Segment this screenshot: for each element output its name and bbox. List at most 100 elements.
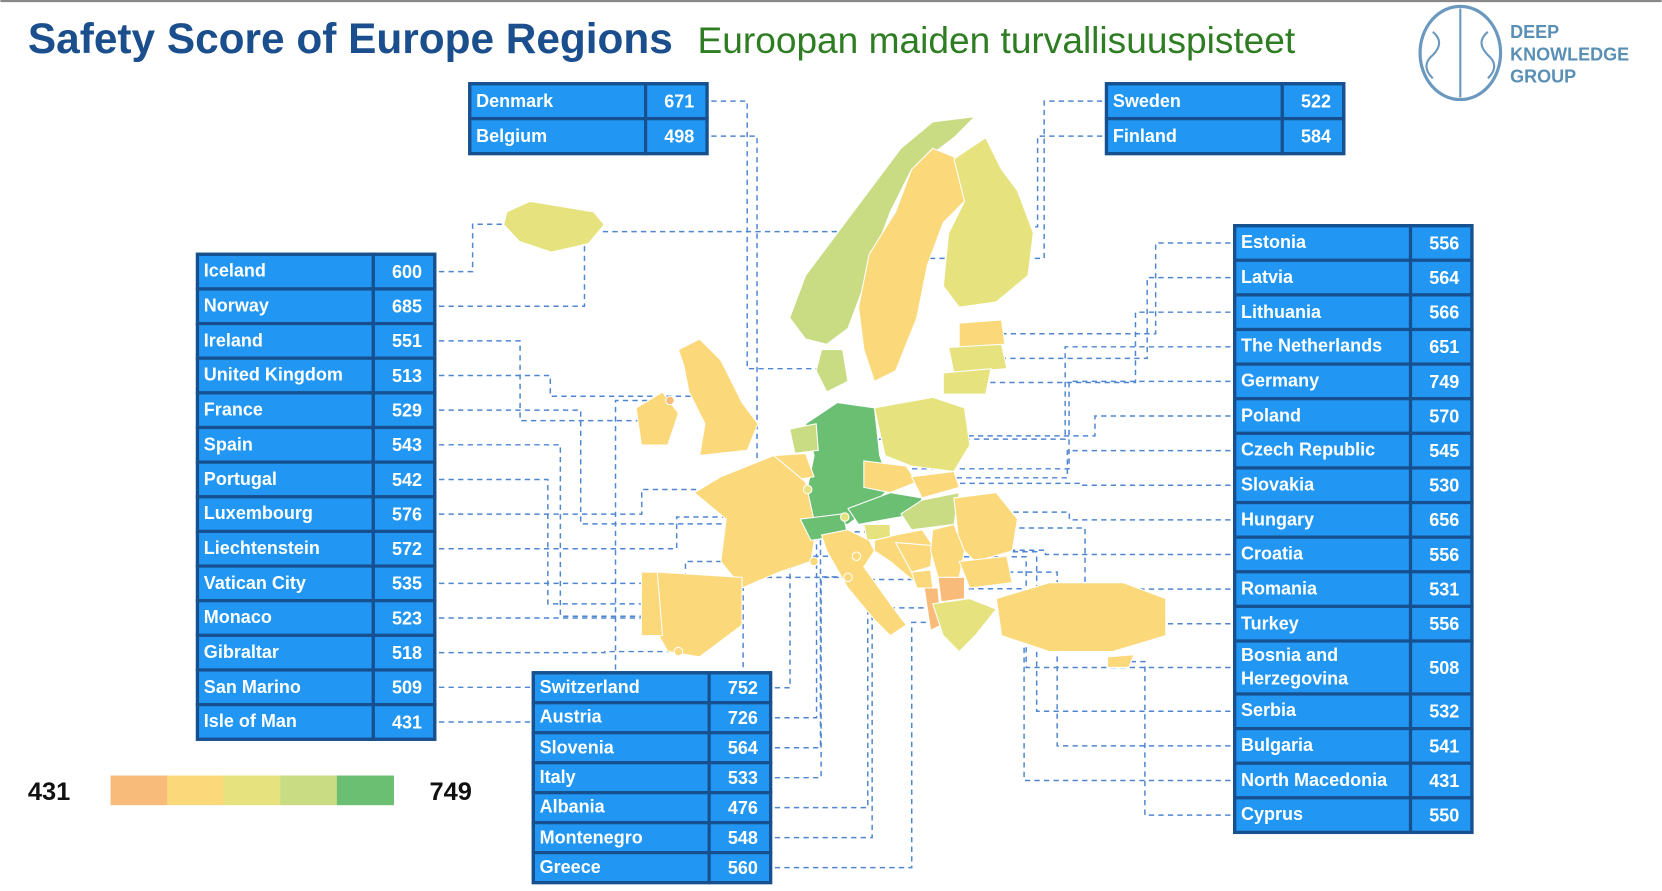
country-name-box: Liechtenstein bbox=[204, 538, 320, 558]
country-score: 566 bbox=[1429, 303, 1459, 323]
table-name-cell bbox=[1233, 362, 1413, 401]
table-name-cell bbox=[1233, 535, 1413, 574]
leader-line bbox=[439, 576, 848, 585]
country-name: Isle of Man bbox=[203, 711, 297, 732]
country-name-box: Luxembourg bbox=[203, 503, 313, 524]
country-score: 651 bbox=[1429, 337, 1459, 357]
country-score: 556 bbox=[1429, 233, 1459, 253]
logo-text: DEEP bbox=[1510, 22, 1559, 42]
country-score: 529 bbox=[392, 401, 422, 421]
logo: DEEP KNOWLEDGE GROUP bbox=[1418, 4, 1629, 102]
country-name: Turkey bbox=[1241, 613, 1299, 634]
country-name-box: Vatican City bbox=[203, 572, 306, 593]
leader-line bbox=[888, 449, 1231, 479]
country-score: 556 bbox=[1429, 614, 1459, 634]
table-value-cell bbox=[1408, 570, 1474, 608]
country-score: 671 bbox=[664, 92, 694, 112]
leader-line bbox=[965, 311, 1231, 384]
table-name-cell bbox=[531, 761, 711, 795]
country-region bbox=[635, 391, 680, 446]
table-value-cell bbox=[1408, 397, 1474, 435]
country-region bbox=[958, 319, 1006, 349]
country-name-box: Monaco bbox=[204, 607, 272, 627]
country-score: 532 bbox=[1429, 702, 1459, 722]
table-name-cell bbox=[195, 252, 375, 291]
country-name-box: Lithuania bbox=[1241, 301, 1322, 322]
legend-swatch bbox=[280, 775, 338, 806]
country-region bbox=[677, 338, 759, 457]
leader-line bbox=[774, 607, 934, 809]
leader-line bbox=[439, 399, 670, 723]
country-name: Bosnia and Herzegovina bbox=[1241, 645, 1349, 689]
map bbox=[503, 115, 1167, 668]
country-name: Germany bbox=[1241, 370, 1320, 391]
legend: 431 749 bbox=[28, 775, 472, 806]
country-name: Vatican City bbox=[203, 572, 306, 593]
country-name: Albania bbox=[539, 797, 605, 818]
country-name-box: Serbia bbox=[1241, 701, 1296, 721]
score-table: Estonia 556 Latvia 564 Lithuania 566 The Nethe… bbox=[1233, 224, 1474, 835]
country-region bbox=[937, 576, 966, 603]
country-name: Belgium bbox=[476, 125, 548, 146]
country-name-box: Turkey bbox=[1241, 613, 1299, 634]
country-name-box: Slovenia bbox=[540, 737, 614, 757]
country-score: 431 bbox=[392, 712, 422, 732]
table-value-cell bbox=[1408, 761, 1474, 800]
country-region bbox=[858, 147, 966, 383]
country-region bbox=[851, 551, 862, 561]
country-region bbox=[665, 395, 675, 406]
table-value-cell bbox=[371, 460, 437, 499]
country-region bbox=[932, 598, 998, 653]
country-name: The Netherlands bbox=[1241, 336, 1383, 357]
score-table: Switzerland 752 Austria 726 Slovenia 564 Italy… bbox=[531, 671, 773, 885]
country-name-box: Germany bbox=[1241, 370, 1320, 391]
country-name: Cyprus bbox=[1241, 804, 1304, 825]
country-region bbox=[802, 484, 813, 495]
country-region bbox=[1106, 654, 1135, 668]
table-value-cell bbox=[1408, 466, 1474, 505]
country-region bbox=[942, 136, 1034, 308]
country-name: Romania bbox=[1241, 578, 1318, 599]
score-table: Sweden 522 Finland 584 bbox=[1104, 82, 1346, 156]
country-name: Poland bbox=[1241, 405, 1302, 426]
country-name-box: Bosnia and Herzegovina bbox=[1241, 645, 1349, 689]
leader-line bbox=[774, 621, 963, 869]
country-score: 431 bbox=[1429, 771, 1459, 791]
country-name: Slovakia bbox=[1241, 474, 1315, 495]
country-name-box: Croatia bbox=[1241, 544, 1303, 564]
country-region bbox=[995, 582, 1167, 653]
country-score: 513 bbox=[392, 366, 422, 386]
country-score: 584 bbox=[1301, 126, 1331, 146]
country-score: 656 bbox=[1429, 510, 1459, 530]
country-score: 576 bbox=[392, 504, 422, 524]
legend-swatch bbox=[110, 775, 168, 806]
country-name-box: United Kingdom bbox=[204, 365, 343, 385]
country-name: Czech Republic bbox=[1241, 440, 1376, 461]
country-score: 476 bbox=[728, 798, 758, 818]
country-name: San Marino bbox=[203, 676, 301, 697]
table-name-cell bbox=[1233, 761, 1413, 800]
leader-line bbox=[439, 340, 658, 422]
legend-min: 431 bbox=[28, 778, 70, 806]
country-region bbox=[958, 555, 1013, 589]
country-name-box: Denmark bbox=[476, 91, 553, 111]
country-name-box: Hungary bbox=[1241, 509, 1314, 529]
table-border bbox=[468, 82, 709, 156]
country-name: Lithuania bbox=[1241, 301, 1322, 322]
country-name-box: Sweden bbox=[1113, 91, 1181, 111]
country-score: 523 bbox=[392, 608, 422, 628]
legend-max: 749 bbox=[429, 778, 471, 806]
country-name-box: Isle of Man bbox=[203, 711, 297, 732]
country-score: 600 bbox=[392, 262, 422, 282]
country-name-box: Cyprus bbox=[1241, 804, 1304, 825]
country-name: Finland bbox=[1112, 125, 1177, 146]
leader-line bbox=[927, 415, 1231, 437]
leader-line bbox=[952, 588, 1231, 782]
leader-line bbox=[936, 482, 1231, 486]
country-region bbox=[910, 470, 960, 499]
country-name-box: Portugal bbox=[203, 468, 277, 489]
country-name: Luxembourg bbox=[203, 503, 313, 524]
country-score: 548 bbox=[728, 828, 758, 848]
country-name: Portugal bbox=[203, 468, 277, 489]
